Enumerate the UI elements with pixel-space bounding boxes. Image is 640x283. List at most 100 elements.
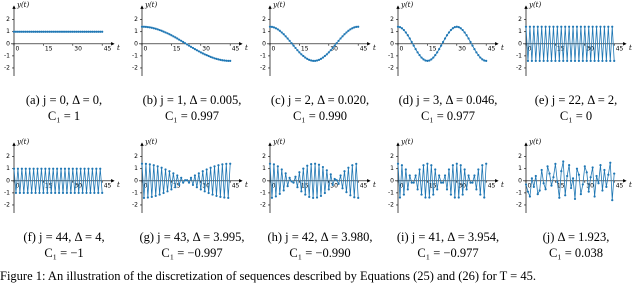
- data-point: [601, 59, 604, 62]
- data-point: [201, 52, 204, 55]
- data-point: [221, 163, 224, 166]
- subfigure-caption: C₁ = 0.997: [165, 109, 219, 123]
- data-point: [16, 167, 20, 170]
- data-point: [325, 169, 328, 172]
- data-point: [178, 183, 181, 187]
- data-point: [430, 164, 433, 167]
- data-point: [558, 59, 561, 62]
- data-point: [278, 29, 281, 32]
- data-point: [457, 196, 460, 199]
- data-point: [93, 191, 96, 194]
- data-point: [20, 30, 23, 33]
- data-point: [268, 25, 272, 28]
- data-point: [560, 25, 563, 28]
- y-tick-label: 1: [390, 28, 394, 35]
- data-point: [42, 191, 45, 194]
- data-point: [315, 196, 319, 199]
- data-point: [422, 164, 425, 167]
- data-point: [440, 181, 443, 184]
- data-point: [416, 51, 419, 54]
- data-point: [286, 37, 289, 40]
- data-point: [353, 196, 356, 199]
- data-point: [52, 30, 55, 33]
- data-point: [170, 188, 173, 191]
- data-point: [357, 25, 360, 28]
- data-point: [158, 193, 161, 196]
- data-point: [284, 35, 287, 38]
- data-point: [566, 59, 569, 62]
- data-point: [195, 186, 198, 189]
- data-point: [317, 58, 321, 61]
- data-point: [455, 25, 458, 28]
- data-point: [30, 30, 33, 33]
- data-point: [34, 191, 37, 194]
- x-axis-label: t: [117, 44, 120, 52]
- data-point: [451, 164, 454, 167]
- data-point: [398, 196, 402, 199]
- y-axis-label: y(t): [528, 1, 541, 9]
- data-point: [593, 59, 596, 62]
- data-point: [341, 187, 344, 190]
- x-tick-label: 30: [202, 45, 210, 52]
- data-point: [337, 182, 340, 185]
- data-point: [193, 48, 197, 51]
- data-point: [140, 25, 144, 28]
- data-point: [75, 167, 78, 170]
- data-point: [101, 30, 104, 33]
- data-point: [575, 167, 579, 170]
- data-point: [95, 30, 98, 33]
- data-point: [290, 180, 293, 183]
- x-tick-label: 30: [330, 182, 338, 189]
- data-point: [528, 25, 532, 28]
- data-point: [597, 59, 600, 62]
- data-point: [16, 30, 20, 33]
- data-point: [434, 54, 437, 57]
- data-point: [69, 30, 72, 33]
- data-point: [52, 167, 55, 170]
- data-point: [223, 196, 226, 199]
- data-point: [396, 25, 400, 28]
- subfigure-caption: C₁ = −0.990: [289, 246, 350, 260]
- y-tick-label: 1: [134, 28, 138, 35]
- x-tick-label: 15: [557, 45, 565, 52]
- data-point: [441, 40, 445, 44]
- data-point: [288, 176, 291, 179]
- data-point: [532, 185, 535, 188]
- data-point: [304, 193, 307, 196]
- data-point: [329, 49, 332, 52]
- data-point: [71, 167, 74, 170]
- x-tick-label: 0: [528, 45, 532, 52]
- data-point: [148, 163, 151, 166]
- data-point: [436, 188, 439, 191]
- data-point: [319, 57, 323, 61]
- data-point: [312, 59, 315, 62]
- data-point: [148, 26, 151, 29]
- y-tick-label: 1: [518, 28, 522, 35]
- data-point: [30, 191, 33, 194]
- data-point: [552, 25, 555, 28]
- data-point: [550, 59, 553, 62]
- data-point: [101, 191, 104, 194]
- data-point: [534, 174, 537, 178]
- data-point: [140, 162, 144, 165]
- data-point: [296, 186, 299, 189]
- data-point: [73, 191, 76, 194]
- data-point: [166, 190, 169, 193]
- data-point: [270, 25, 274, 29]
- data-point: [469, 181, 472, 184]
- data-point: [581, 183, 584, 186]
- data-point: [349, 194, 352, 197]
- y-axis-label: y(t): [16, 138, 29, 146]
- data-point: [325, 53, 328, 56]
- data-point: [357, 196, 360, 199]
- y-tick-label: 0: [134, 40, 138, 47]
- data-point: [207, 54, 210, 58]
- data-point: [607, 25, 610, 28]
- data-point: [538, 59, 541, 62]
- data-point: [83, 30, 86, 33]
- data-point: [568, 25, 571, 28]
- data-point: [426, 162, 429, 165]
- data-point: [79, 30, 82, 33]
- data-point: [166, 32, 169, 35]
- data-point: [613, 172, 616, 175]
